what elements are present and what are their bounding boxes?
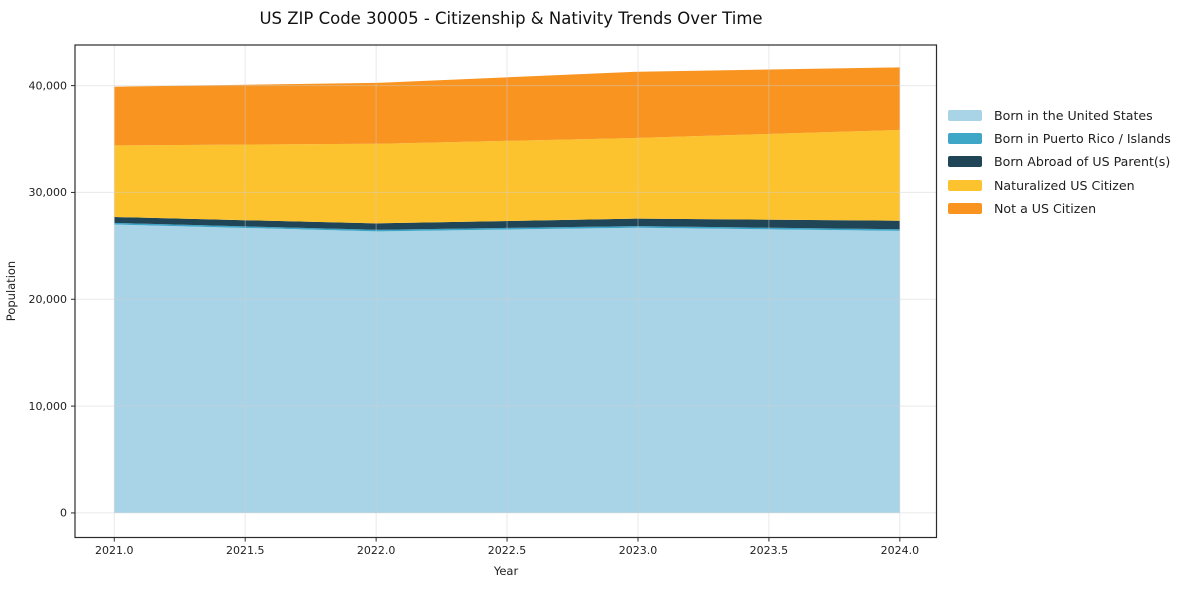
legend-label: Naturalized US Citizen	[994, 177, 1135, 193]
y-tick-label: 30,000	[29, 186, 68, 199]
y-axis-label: Population	[4, 260, 18, 322]
legend-label: Born Abroad of US Parent(s)	[994, 154, 1171, 170]
legend-item-born-abroad-of-us-parent-s: Born Abroad of US Parent(s)	[948, 150, 1171, 173]
legend-swatch-icon	[948, 179, 982, 191]
legend-label: Born in the United States	[994, 108, 1153, 124]
chart-title: US ZIP Code 30005 - Citizenship & Nativi…	[259, 9, 763, 28]
legend-label: Not a US Citizen	[994, 200, 1097, 216]
area-born-in-puerto-rico-islands	[114, 222, 900, 232]
x-axis-label: Year	[493, 564, 519, 578]
legend-swatch-icon	[948, 133, 982, 145]
legend-swatch-icon	[948, 110, 982, 122]
legend-label: Born in Puerto Rico / Islands	[994, 131, 1171, 147]
axes-spines	[74, 44, 938, 539]
x-tick-label: 2021.5	[226, 544, 265, 557]
legend-item-born-in-the-united-states: Born in the United States	[948, 104, 1171, 127]
legend: Born in the United States Born in Puerto …	[948, 104, 1171, 220]
y-tick-label: 0	[60, 507, 67, 520]
x-tick-label: 2024.0	[881, 544, 920, 557]
y-tick-label: 20,000	[29, 293, 68, 306]
x-tick-label: 2022.0	[357, 544, 396, 557]
legend-item-naturalized-us-citizen: Naturalized US Citizen	[948, 174, 1171, 197]
legend-item-not-a-us-citizen: Not a US Citizen	[948, 197, 1171, 220]
area-not-a-us-citizen	[114, 67, 900, 146]
legend-swatch-icon	[948, 202, 982, 214]
legend-swatch-icon	[948, 156, 982, 168]
legend-item-born-in-puerto-rico-islands: Born in Puerto Rico / Islands	[948, 127, 1171, 150]
area-born-in-the-united-states	[114, 224, 900, 513]
area-naturalized-us-citizen	[114, 129, 900, 224]
area-born-abroad-of-us-parent-s	[114, 217, 900, 230]
x-tick-label: 2023.0	[619, 544, 658, 557]
y-tick-label: 10,000	[29, 400, 68, 413]
y-tick-label: 40,000	[29, 79, 68, 92]
x-tick-label: 2023.5	[750, 544, 789, 557]
x-tick-label: 2022.5	[488, 544, 527, 557]
x-tick-label: 2021.0	[95, 544, 134, 557]
